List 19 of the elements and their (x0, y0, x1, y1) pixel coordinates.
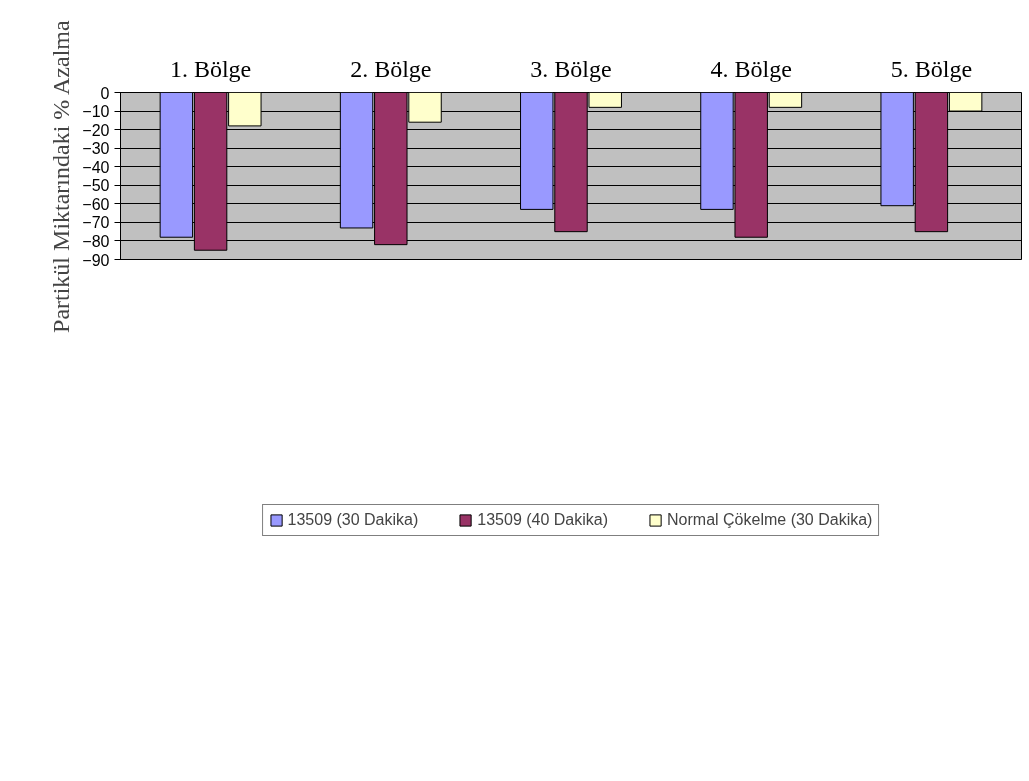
x-tick-label: 5. Bölge (890, 55, 973, 82)
legend-label: 13509 (40 Dakika) (477, 511, 609, 529)
y-tick-label: −10 (82, 103, 110, 121)
x-tick-label: 4. Bölge (710, 55, 792, 82)
y-tick-label: 0 (100, 84, 110, 102)
y-tick-label: −90 (82, 251, 110, 269)
y-tick-label: −60 (82, 195, 110, 213)
y-tick-label: −40 (82, 158, 110, 176)
x-tick-label: 3. Bölge (530, 55, 612, 82)
y-tick-label: −80 (82, 232, 110, 250)
x-tick-label: 1. Bölge (169, 55, 252, 82)
y-tick-label: −20 (82, 121, 110, 139)
legend-label: 13509 (30 Dakika) (287, 511, 419, 529)
x-tick-label: 2. Bölge (350, 55, 432, 82)
legend-label: Normal Çökelme (30 Dakika) (667, 511, 873, 529)
y-tick-label: −30 (82, 140, 110, 158)
y-axis-title: Partikül Miktarındaki % Azalma (48, 20, 75, 333)
y-tick-label: −50 (82, 177, 110, 195)
y-tick-label: −70 (82, 214, 110, 232)
